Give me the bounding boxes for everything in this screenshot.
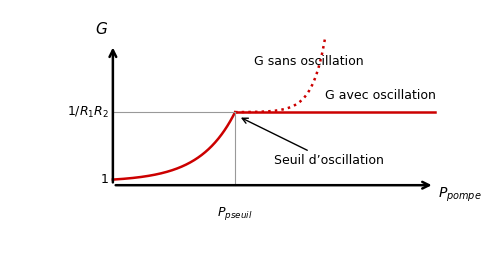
Text: $P_{pseuil}$: $P_{pseuil}$ <box>218 205 253 222</box>
Text: G avec oscillation: G avec oscillation <box>325 89 436 102</box>
Text: Seuil d’oscillation: Seuil d’oscillation <box>242 118 384 167</box>
Text: $P_{pompe}$: $P_{pompe}$ <box>438 186 482 204</box>
Text: G sans oscillation: G sans oscillation <box>254 55 364 68</box>
Text: $1/R_1R_2$: $1/R_1R_2$ <box>67 105 109 120</box>
Text: 1: 1 <box>101 173 109 186</box>
Text: G: G <box>96 22 107 37</box>
